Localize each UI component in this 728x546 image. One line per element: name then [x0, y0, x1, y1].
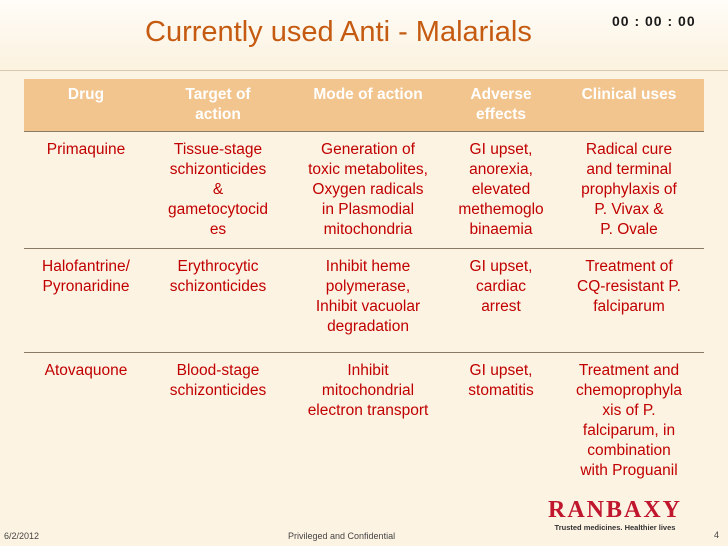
- table-row: Primaquine Tissue-stage schizonticides &…: [24, 131, 704, 249]
- table-cell: Erythrocytic schizonticides: [169, 258, 267, 295]
- footer-confidential: Privileged and Confidential: [288, 531, 396, 541]
- table-cell: Generation of toxic metabolites, Oxygen …: [308, 141, 428, 238]
- table-cell: Blood-stage schizonticides: [169, 362, 267, 399]
- header-drug: Drug: [67, 86, 105, 103]
- table-cell: GI upset, stomatitis: [468, 362, 534, 399]
- title-background: [0, 0, 728, 72]
- header-clinical: Clinical uses: [581, 86, 677, 103]
- page-number: 4: [714, 530, 720, 540]
- table-cell: Treatment of CQ-resistant P. falciparum: [577, 258, 681, 315]
- header-adverse: Adverse effects: [470, 86, 532, 123]
- table-row: Atovaquone Blood-stage schizonticides In…: [24, 352, 704, 498]
- table-cell: GI upset, anorexia, elevated methemoglo …: [458, 141, 544, 238]
- ranbaxy-logo: RANBAXY Trusted medicines. Healthier liv…: [535, 498, 695, 532]
- header-target: Target of action: [185, 86, 251, 123]
- header-mode: Mode of action: [313, 86, 423, 103]
- table-cell: GI upset, cardiac arrest: [469, 258, 533, 315]
- table-header-row: Drug Target of action Mode of action Adv…: [24, 79, 704, 132]
- antimalarials-table: Drug Target of action Mode of action Adv…: [24, 79, 704, 497]
- table-cell: Atovaquone: [44, 362, 128, 379]
- table-cell: Inhibit mitochondrial electron transport: [307, 362, 429, 419]
- table-cell: Halofantrine/ Pyronaridine: [42, 258, 130, 295]
- logo-wordmark: RANBAXY: [548, 497, 682, 523]
- footer-date: 6/2/2012: [4, 531, 40, 541]
- logo-tagline: Trusted medicines. Healthier lives: [554, 523, 676, 532]
- table-cell: Treatment and chemoprophyla xis of P. fa…: [576, 362, 682, 479]
- table-cell: Radical cure and terminal prophylaxis of…: [581, 141, 677, 238]
- timer: 00 : 00 : 00: [612, 13, 696, 29]
- title-divider: [0, 70, 728, 71]
- table-cell: Tissue-stage schizonticides & gametocyto…: [168, 141, 268, 238]
- slide-title: Currently used Anti - Malarials: [145, 16, 532, 48]
- table-row: Halofantrine/ Pyronaridine Erythrocytic …: [24, 248, 704, 353]
- table-cell: Primaquine: [46, 141, 126, 158]
- table-cell: Inhibit heme polymerase, Inhibit vacuola…: [315, 258, 421, 335]
